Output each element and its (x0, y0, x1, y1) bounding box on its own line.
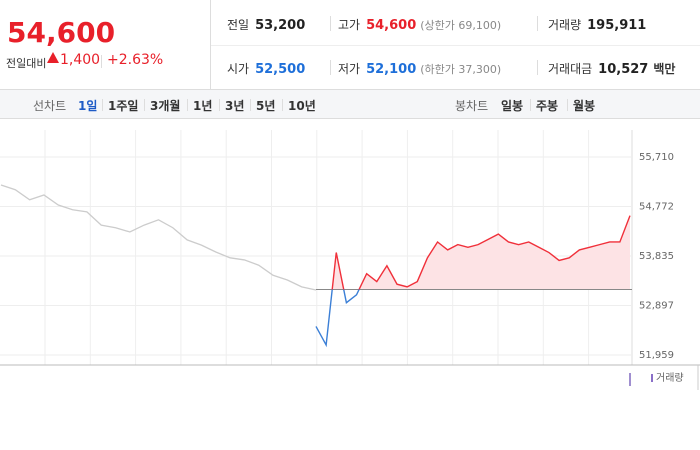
tab[interactable]: 주봉 (536, 99, 559, 113)
tab[interactable]: 1일 (78, 99, 98, 113)
stat-label: 거래대금 (548, 62, 593, 76)
tab-bar (0, 90, 700, 119)
stat: 거래대금 10,527 백만 (548, 58, 681, 77)
change-rate: +2.63% (107, 52, 164, 68)
stat-note: (상한가 69,100) (420, 19, 502, 32)
tab[interactable]: 월봉 (573, 99, 596, 113)
tab[interactable]: 1주일 (108, 99, 139, 113)
stat-value: 10,527 (598, 62, 649, 77)
stat-value: 53,200 (255, 18, 306, 33)
stat-label: 전일 (227, 18, 250, 32)
change-label: 전일대비 (6, 57, 47, 70)
y-tick-label: 53,835 (639, 251, 674, 262)
up-icon (47, 52, 59, 63)
tab[interactable]: 일봉 (501, 99, 524, 113)
stat: 저가 52,100 (하한가 37,300) (338, 58, 501, 77)
price: 54,600 (7, 16, 116, 49)
stat: 고가 54,600 (상한가 69,100) (338, 14, 501, 33)
stat-value: 52,500 (255, 62, 306, 77)
price-area (316, 215, 630, 345)
stat-value: 195,911 (587, 18, 647, 33)
legend-label: 거래량 (656, 372, 684, 384)
y-tick-label: 51,959 (639, 350, 674, 361)
y-tick-label: 52,897 (639, 300, 674, 311)
prev-line (0, 184, 317, 291)
tab[interactable]: 3개월 (150, 99, 181, 113)
price-line (315, 215, 631, 348)
change: 1,400 (60, 52, 101, 68)
tab[interactable]: 5년 (256, 99, 276, 113)
quote-header (0, 0, 700, 90)
tab: 봉차트 (455, 99, 489, 113)
tab[interactable]: 3년 (225, 99, 245, 113)
stat-note: (하한가 37,300) (420, 63, 502, 76)
y-tick-label: 55,710 (639, 152, 674, 163)
stat-label: 고가 (338, 18, 361, 32)
stat-unit: 백만 (653, 62, 676, 76)
stat-label: 거래량 (548, 18, 582, 32)
stat: 거래량 195,911 (548, 14, 646, 33)
stat-value: 52,100 (366, 62, 417, 77)
stat-value: 54,600 (366, 18, 417, 33)
stat: 전일 53,200 (227, 14, 305, 33)
stat-label: 시가 (227, 62, 250, 76)
legend-swatch (651, 374, 653, 382)
stat: 시가 52,500 (227, 58, 305, 77)
tab: 선차트 (33, 99, 67, 113)
y-tick-label: 54,772 (639, 202, 674, 213)
stat-label: 저가 (338, 62, 361, 76)
tab[interactable]: 1년 (193, 99, 213, 113)
tab[interactable]: 10년 (288, 99, 316, 113)
